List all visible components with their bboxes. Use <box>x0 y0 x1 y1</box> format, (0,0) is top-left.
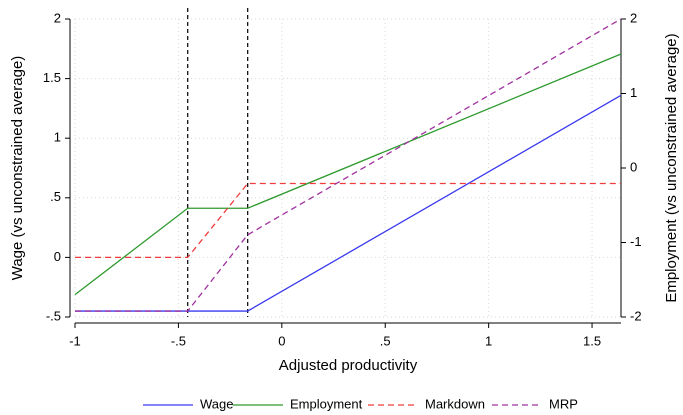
series-line <box>75 18 622 312</box>
y2-tick-label: 1 <box>630 85 637 100</box>
x-tick-label: -1 <box>69 333 81 348</box>
x-tick-label: 1.5 <box>583 333 601 348</box>
y2-axis-title: Employment (vs unconstrained average) <box>663 33 680 302</box>
x-tick-label: 0 <box>278 333 285 348</box>
legend-label: Markdown <box>425 396 485 411</box>
series-line <box>75 182 621 259</box>
x-tick-label: 1 <box>485 333 492 348</box>
x-tick-label: -.5 <box>171 333 186 348</box>
series-line <box>75 94 622 312</box>
y-tick-label: 1.5 <box>43 70 61 85</box>
x-tick-label: .5 <box>380 333 391 348</box>
y-tick-label: .5 <box>50 189 61 204</box>
series-line <box>74 53 622 296</box>
legend-label: MRP <box>549 396 578 411</box>
legend-label: Employment <box>290 396 363 411</box>
y2-tick-label: -2 <box>630 308 642 323</box>
y2-tick-label: 2 <box>630 10 637 25</box>
y-axis-title: Wage (vs unconstrained average) <box>9 56 26 281</box>
y2-tick-label: 0 <box>630 159 637 174</box>
x-axis-title: Adjusted productivity <box>279 357 418 374</box>
legend-label: Wage <box>200 396 233 411</box>
y-tick-label: 0 <box>54 249 61 264</box>
y-tick-label: 1 <box>54 130 61 145</box>
y-tick-label: -.5 <box>46 308 61 323</box>
y-tick-label: 2 <box>54 10 61 25</box>
y2-tick-label: -1 <box>630 234 642 249</box>
